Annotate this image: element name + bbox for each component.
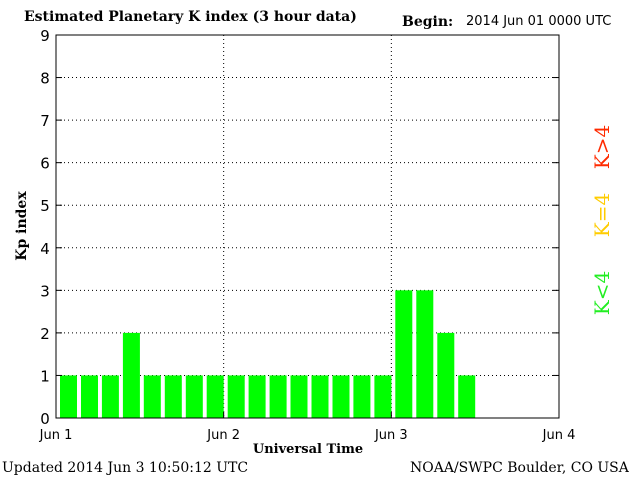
x-tick-label: Jun 4 [542, 428, 576, 443]
kp-bar [332, 375, 350, 418]
x-tick-label: Jun 3 [374, 428, 408, 443]
y-tick-label: 7 [40, 112, 50, 130]
x-ticks: Jun 1 Jun 2 Jun 3 Jun 4 [39, 412, 576, 443]
kp-bar [101, 375, 119, 418]
y-tick-label: 2 [40, 325, 50, 343]
y-tick-label: 9 [40, 27, 50, 45]
kp-bar [164, 375, 182, 418]
y-axis-label: Kp index [14, 191, 30, 261]
y-tick-label: 3 [40, 282, 50, 300]
kp-bar [458, 375, 476, 418]
legend-k-low: K<4 [590, 270, 614, 316]
x-tick-label: Jun 1 [39, 428, 73, 443]
kp-bar [437, 332, 455, 418]
legend-k-equal: K=4 [590, 192, 614, 238]
x-tick-label: Jun 2 [206, 428, 240, 443]
kp-bar [81, 375, 98, 418]
kp-bar [122, 332, 140, 418]
y-tick-label: 5 [40, 197, 50, 215]
kp-bar [416, 290, 434, 418]
kp-bar [227, 375, 245, 418]
kp-bar [185, 375, 203, 418]
kp-bar [143, 375, 161, 418]
kp-bar [60, 375, 77, 418]
y-tick-label: 6 [40, 155, 50, 173]
kp-bar [353, 375, 371, 418]
kp-bar [395, 290, 413, 418]
kp-bar [206, 375, 224, 418]
y-ticks: 0 1 2 3 4 5 6 7 8 9 [40, 27, 559, 428]
begin-label: Begin: [402, 14, 454, 30]
y-tick-label: 1 [40, 367, 50, 385]
updated-timestamp: Updated 2014 Jun 3 10:50:12 UTC [2, 460, 249, 476]
kp-bar [269, 375, 287, 418]
begin-value: 2014 Jun 01 0000 UTC [466, 14, 612, 29]
source-credit: NOAA/SWPC Boulder, CO USA [410, 460, 629, 476]
y-tick-label: 4 [40, 240, 50, 258]
y-tick-label: 0 [40, 410, 50, 428]
chart-title: Estimated Planetary K index (3 hour data… [24, 9, 357, 25]
y-tick-label: 8 [40, 70, 50, 88]
plot-frame [55, 34, 560, 419]
kp-bar [311, 375, 329, 418]
bars [60, 290, 476, 418]
kp-bar [248, 375, 266, 418]
kp-bar [290, 375, 308, 418]
x-axis-label: Universal Time [253, 442, 363, 457]
kp-bar [374, 375, 392, 418]
